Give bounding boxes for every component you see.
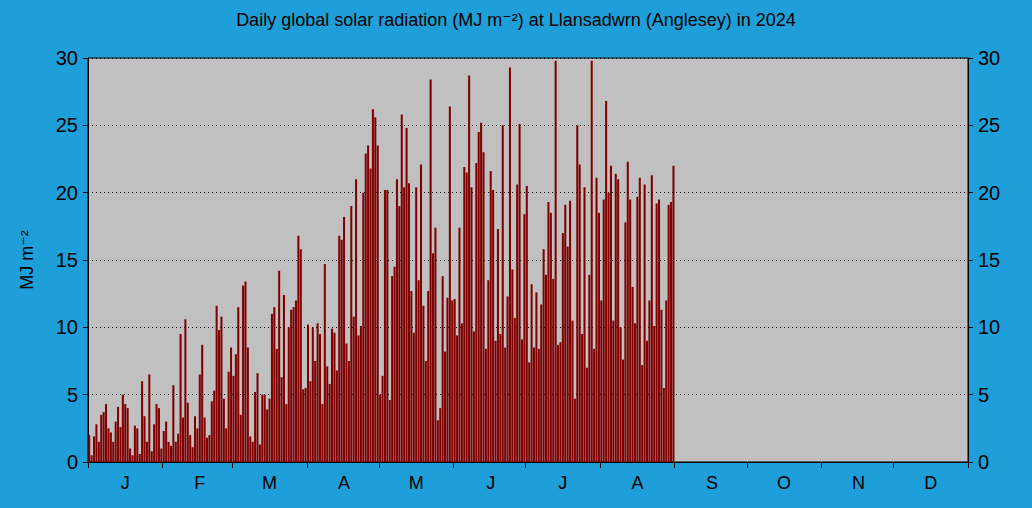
svg-text:A: A bbox=[631, 473, 643, 493]
svg-text:O: O bbox=[777, 473, 791, 493]
svg-text:10: 10 bbox=[978, 316, 1000, 338]
svg-text:J: J bbox=[558, 473, 567, 493]
svg-text:Daily global solar radiation (: Daily global solar radiation (MJ m⁻²) at… bbox=[236, 10, 796, 30]
svg-text:30: 30 bbox=[978, 47, 1000, 69]
svg-text:5: 5 bbox=[67, 384, 78, 406]
svg-text:15: 15 bbox=[56, 249, 78, 271]
svg-text:M: M bbox=[409, 473, 424, 493]
svg-text:20: 20 bbox=[56, 182, 78, 204]
svg-text:20: 20 bbox=[978, 182, 1000, 204]
svg-text:J: J bbox=[121, 473, 130, 493]
svg-text:D: D bbox=[924, 473, 937, 493]
svg-text:25: 25 bbox=[978, 114, 1000, 136]
svg-text:F: F bbox=[194, 473, 205, 493]
svg-text:A: A bbox=[338, 473, 350, 493]
svg-text:25: 25 bbox=[56, 114, 78, 136]
svg-text:5: 5 bbox=[978, 384, 989, 406]
svg-text:J: J bbox=[486, 473, 495, 493]
svg-text:10: 10 bbox=[56, 316, 78, 338]
svg-text:S: S bbox=[706, 473, 718, 493]
svg-text:N: N bbox=[852, 473, 865, 493]
svg-text:0: 0 bbox=[67, 451, 78, 473]
svg-text:15: 15 bbox=[978, 249, 1000, 271]
svg-text:MJ m⁻²: MJ m⁻² bbox=[17, 230, 37, 289]
svg-text:M: M bbox=[262, 473, 277, 493]
svg-text:0: 0 bbox=[978, 451, 989, 473]
svg-text:30: 30 bbox=[56, 47, 78, 69]
